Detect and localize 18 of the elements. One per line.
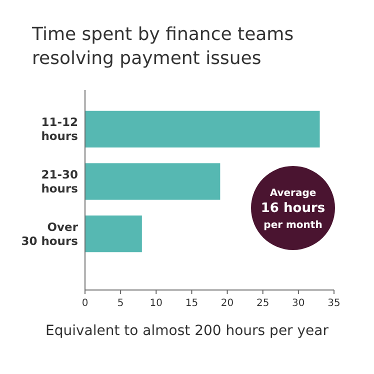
x-tick-label: 25 — [256, 298, 270, 309]
y-tick-label: 11-12 hours — [41, 115, 78, 144]
x-tick-label: 20 — [220, 298, 234, 309]
x-tick-label: 10 — [150, 298, 163, 309]
y-tick-label: Over 30 hours — [21, 220, 78, 248]
bar — [85, 110, 320, 148]
y-tick-label: 21-30 hours — [41, 168, 78, 196]
x-tick-label: 35 — [328, 298, 340, 309]
x-tick-label: 0 — [82, 298, 88, 309]
bar — [85, 163, 220, 200]
chart-title: Time spent by finance teams resolving payment issues — [31, 24, 294, 69]
x-tick-label: 30 — [292, 298, 305, 309]
badge-circle: Average 16 hours per month — [251, 166, 335, 250]
text: Equivalent to almost 200 hours per year — [45, 323, 329, 339]
bar — [85, 216, 142, 252]
x-tick-label: 15 — [185, 298, 198, 309]
x-tick-label: 5 — [117, 298, 124, 309]
annotation: Average 16 hours per month — [260, 188, 326, 231]
